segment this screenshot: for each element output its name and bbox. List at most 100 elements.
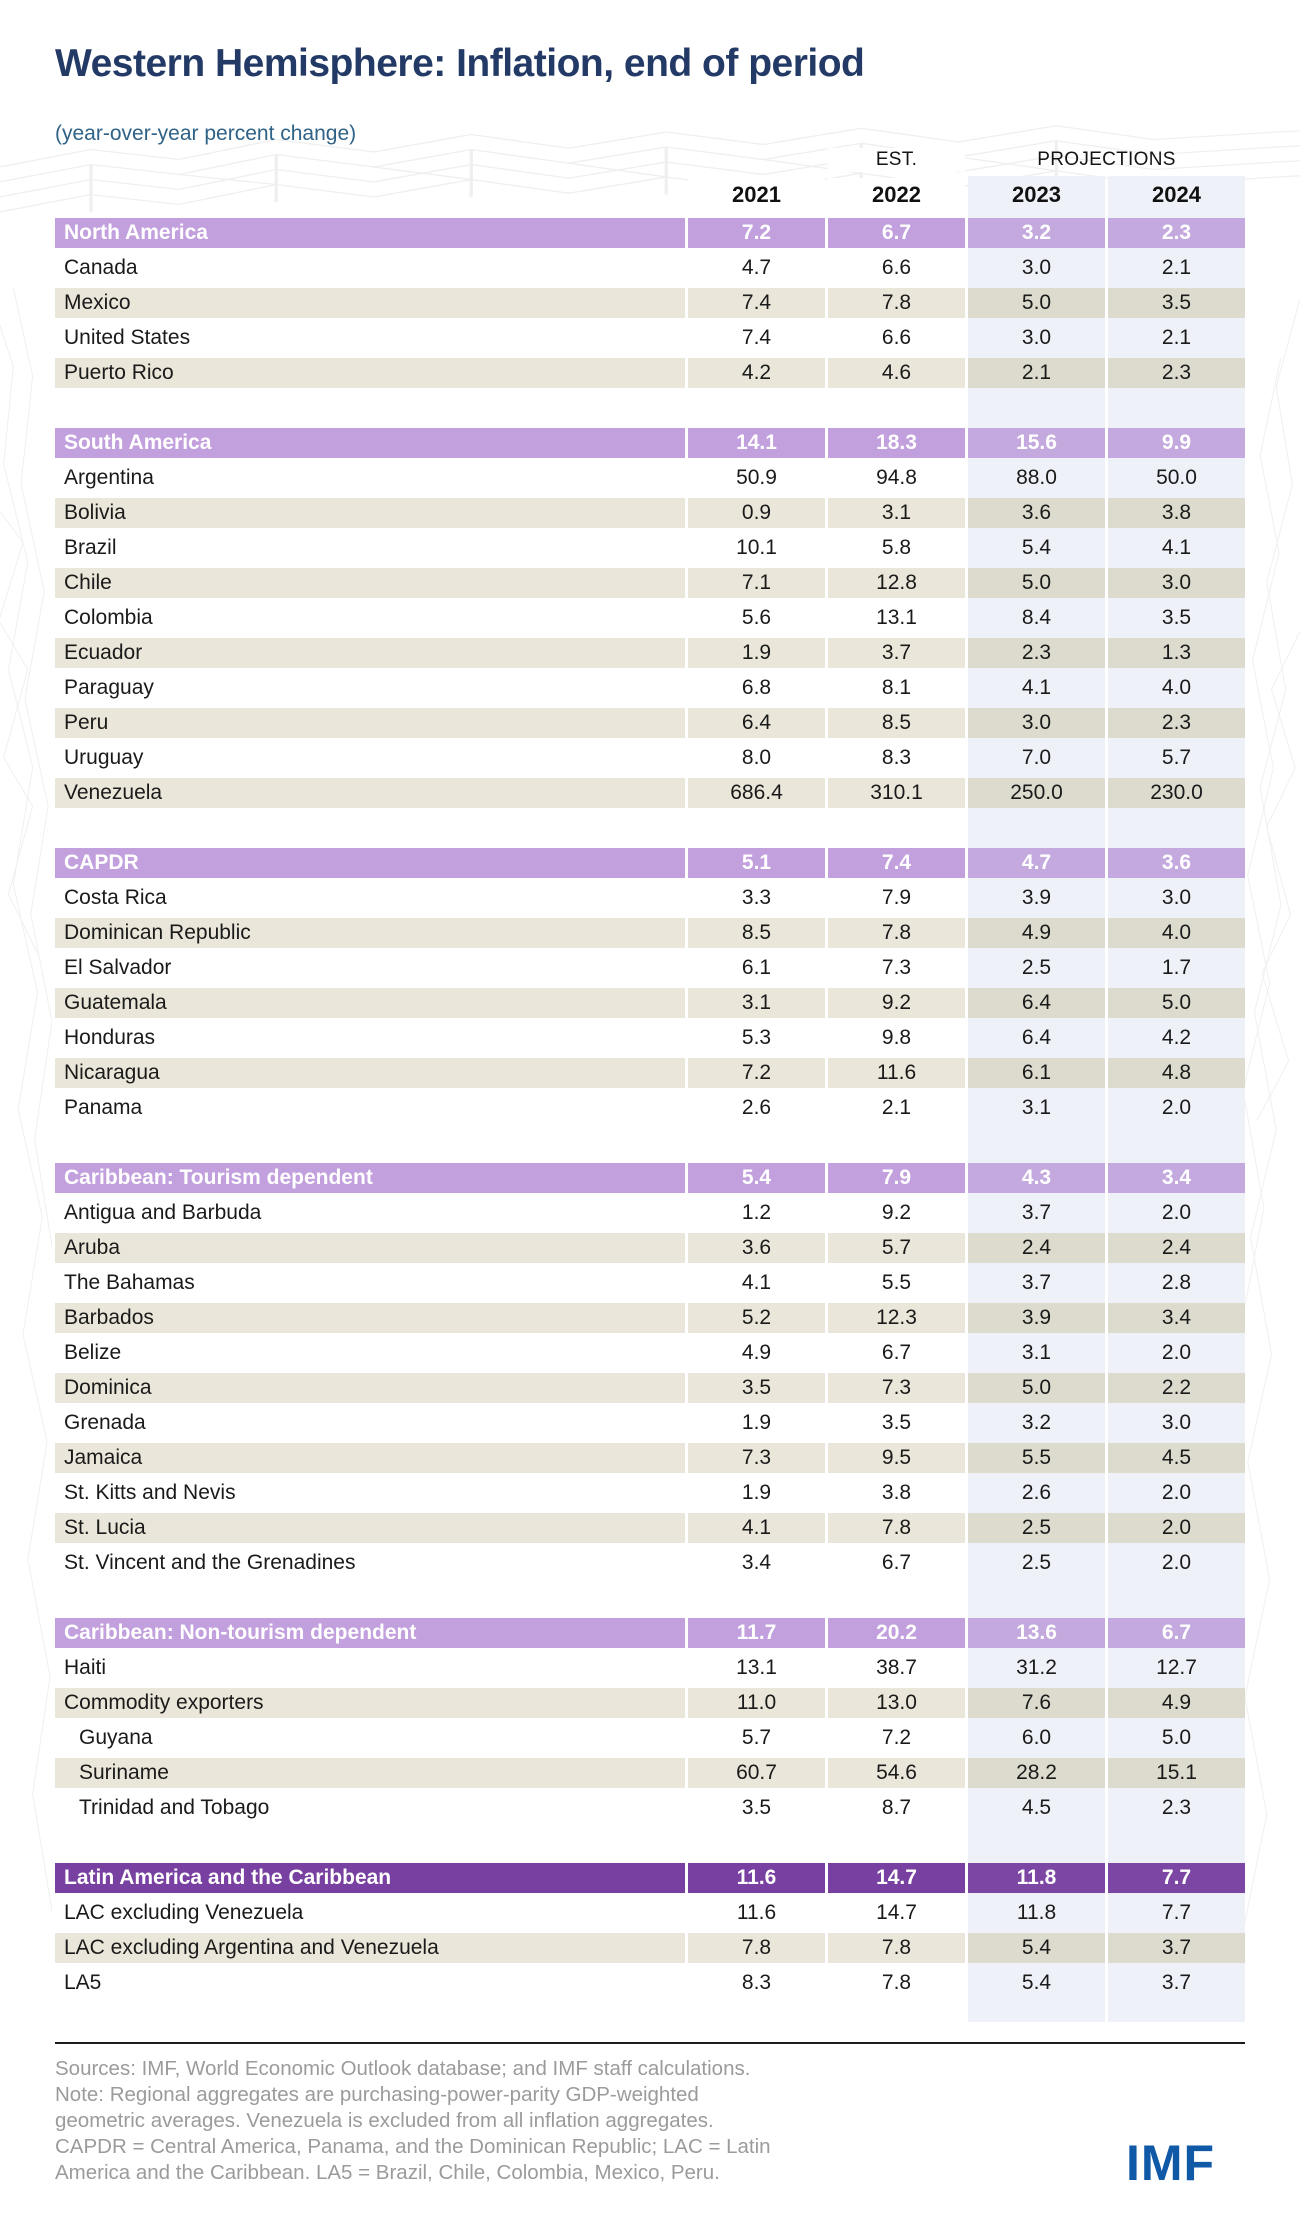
section-header-row: South America 14.1 18.3 15.6 9.9 (55, 428, 1245, 458)
value-2023: 31.2 (1016, 1656, 1057, 1679)
value-2023: 13.6 (968, 1618, 1105, 1648)
table-row: LAC excluding Venezuela 11.6 14.7 11.8 7.7 (55, 1898, 1245, 1928)
table-row: LA5 8.3 7.8 5.4 3.7 (55, 1968, 1245, 1998)
value-2023: 3.9 (1021, 886, 1052, 909)
year-header-row: 2021 2022 2023 2024 (55, 178, 1245, 212)
table-row: El Salvador 6.1 7.3 2.5 1.7 (55, 953, 1245, 983)
value-2022: 8.5 (828, 708, 965, 738)
value-2022: 9.2 (881, 1201, 912, 1224)
value-2022: 8.1 (881, 676, 912, 699)
value-2024: 2.2 (1108, 1373, 1245, 1403)
value-2021: 5.1 (688, 848, 825, 878)
section-header-row: CAPDR 5.1 7.4 4.7 3.6 (55, 848, 1245, 878)
value-2024: 2.3 (1108, 358, 1245, 388)
row-label: Honduras (64, 1026, 156, 1049)
row-label: Suriname (55, 1758, 685, 1788)
row-label: Brazil (64, 536, 117, 559)
page-title: Western Hemisphere: Inflation, end of pe… (55, 42, 865, 85)
value-2022: 94.8 (876, 466, 917, 489)
value-2022: 7.9 (828, 1163, 965, 1193)
value-2024: 5.7 (1161, 746, 1192, 769)
imf-logo: IMF (1126, 2135, 1216, 2191)
table-row: Argentina 50.9 94.8 88.0 50.0 (55, 463, 1245, 493)
value-2023: 15.6 (968, 428, 1105, 458)
row-label: Nicaragua (55, 1058, 685, 1088)
table-row: Paraguay 6.8 8.1 4.1 4.0 (55, 673, 1245, 703)
row-label: Mexico (55, 288, 685, 318)
value-2021: 7.8 (688, 1933, 825, 1963)
column-note-est: EST. (828, 148, 965, 172)
table-row: Aruba 3.6 5.7 2.4 2.4 (55, 1233, 1245, 1263)
value-2023: 3.0 (1021, 256, 1052, 279)
value-2024: 2.8 (1161, 1271, 1192, 1294)
value-2024: 3.8 (1108, 498, 1245, 528)
value-2023: 5.0 (968, 568, 1105, 598)
row-label: St. Kitts and Nevis (64, 1481, 236, 1504)
value-2024: 4.0 (1161, 676, 1192, 699)
value-2022: 7.8 (828, 1513, 965, 1543)
value-2023: 4.5 (1021, 1796, 1052, 1819)
row-label: Antigua and Barbuda (64, 1201, 262, 1224)
row-label: Bolivia (55, 498, 685, 528)
value-2024: 3.4 (1108, 1303, 1245, 1333)
value-2023: 6.0 (1021, 1726, 1052, 1749)
value-2022: 6.6 (881, 256, 912, 279)
value-2024: 6.7 (1108, 1618, 1245, 1648)
row-label: Trinidad and Tobago (79, 1796, 270, 1819)
value-2024: 230.0 (1108, 778, 1245, 808)
value-2021: 3.6 (688, 1233, 825, 1263)
table-row: Commodity exporters 11.0 13.0 7.6 4.9 (55, 1688, 1245, 1718)
value-2021: 7.1 (688, 568, 825, 598)
value-2022: 7.3 (881, 956, 912, 979)
value-2023: 2.1 (968, 358, 1105, 388)
value-2021: 7.3 (688, 1443, 825, 1473)
value-2023: 3.7 (1021, 1201, 1052, 1224)
table-row: Ecuador 1.9 3.7 2.3 1.3 (55, 638, 1245, 668)
value-2022: 7.9 (881, 886, 912, 909)
spacer (55, 178, 685, 212)
value-2023: 3.0 (1021, 326, 1052, 349)
value-2023: 8.4 (1021, 606, 1052, 629)
column-header-2024: 2024 (1152, 182, 1201, 207)
value-2024: 3.0 (1161, 886, 1192, 909)
value-2024: 2.0 (1161, 1201, 1192, 1224)
value-2024: 4.1 (1161, 536, 1192, 559)
value-2022: 3.7 (828, 638, 965, 668)
row-label: Colombia (64, 606, 153, 629)
value-2022: 3.8 (881, 1481, 912, 1504)
value-2021: 686.4 (688, 778, 825, 808)
row-label: Belize (64, 1341, 122, 1364)
value-2022: 9.2 (828, 988, 965, 1018)
row-label: Jamaica (55, 1443, 685, 1473)
value-2023: 3.0 (968, 708, 1105, 738)
value-2021: 1.9 (688, 638, 825, 668)
row-label: North America (55, 218, 685, 248)
table-row: Panama 2.6 2.1 3.1 2.0 (55, 1093, 1245, 1123)
value-2024: 15.1 (1108, 1758, 1245, 1788)
value-2022: 7.2 (881, 1726, 912, 1749)
section-gap (55, 393, 1245, 423)
table-row: Haiti 13.1 38.7 31.2 12.7 (55, 1653, 1245, 1683)
table-row: Barbados 5.2 12.3 3.9 3.4 (55, 1303, 1245, 1333)
value-2024: 3.4 (1108, 1163, 1245, 1193)
value-2021: 7.4 (688, 288, 825, 318)
table-row: Belize 4.9 6.7 3.1 2.0 (55, 1338, 1245, 1368)
value-2021: 11.6 (688, 1863, 825, 1893)
value-2024: 5.0 (1108, 988, 1245, 1018)
value-2024: 7.7 (1108, 1863, 1245, 1893)
value-2022: 7.8 (881, 1971, 912, 1994)
section-header-row: North America 7.2 6.7 3.2 2.3 (55, 218, 1245, 248)
value-2023: 5.0 (968, 1373, 1105, 1403)
value-2022: 7.3 (828, 1373, 965, 1403)
value-2023: 11.8 (1016, 1901, 1057, 1924)
value-2021: 11.6 (736, 1901, 777, 1924)
value-2024: 2.3 (1161, 1796, 1192, 1819)
value-2021: 1.9 (741, 1481, 772, 1504)
value-2021: 60.7 (688, 1758, 825, 1788)
row-label: LAC excluding Venezuela (64, 1901, 304, 1924)
value-2022: 3.5 (881, 1411, 912, 1434)
value-2023: 2.5 (1021, 1551, 1052, 1574)
column-note-projections: PROJECTIONS (1037, 149, 1176, 170)
value-2021: 1.2 (741, 1201, 772, 1224)
